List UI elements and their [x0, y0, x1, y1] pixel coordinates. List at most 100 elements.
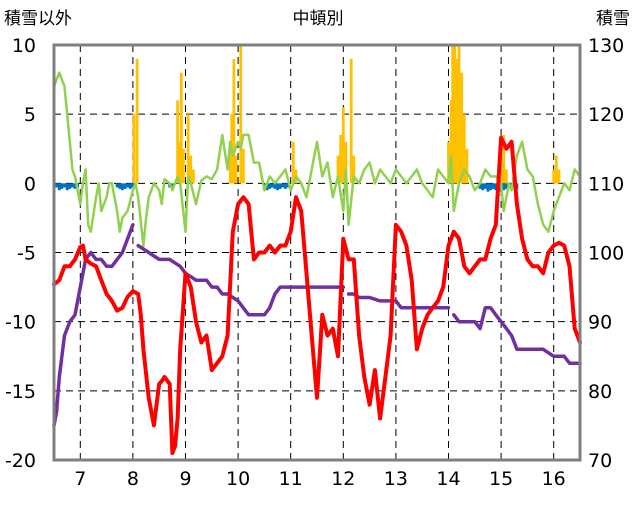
wind-line	[52, 71, 582, 247]
precip_positive-bar	[228, 141, 232, 184]
precip_negative-bar	[63, 183, 66, 188]
precip_positive-bar	[291, 141, 295, 184]
chart-title: 中頓別	[293, 9, 344, 29]
y-left-tick-label: 0	[24, 173, 36, 195]
y-left-tick-label: 5	[24, 104, 36, 126]
precip_positive-bar	[454, 58, 458, 184]
precip_negative-bar	[284, 183, 287, 189]
precip_negative-bar	[170, 183, 174, 189]
y-left-tick-label: -5	[17, 243, 36, 265]
precip_positive-bar	[186, 114, 190, 184]
precip_negative-bar	[483, 183, 487, 189]
precip_positive-bar	[352, 155, 356, 184]
precip_positive-bar	[234, 155, 238, 184]
line-layer	[52, 71, 582, 456]
precip_negative-bar	[65, 183, 69, 191]
snow_depth-line-segment	[452, 306, 582, 365]
precip_negative-bar	[486, 183, 490, 192]
precip_positive-bar	[344, 141, 348, 184]
precip_negative-bar	[478, 183, 482, 189]
precip_positive-bar	[460, 72, 464, 184]
precip_positive-bar	[191, 169, 195, 184]
precip_negative-bar	[115, 183, 119, 188]
precip_positive-bar	[341, 107, 345, 184]
precip_positive-bar	[557, 169, 561, 184]
precip_positive-bar	[179, 72, 183, 184]
precip_negative-bar	[504, 183, 508, 189]
x-tick-label: 12	[331, 468, 355, 490]
precip_negative-bar	[273, 183, 277, 189]
y-right-tick-label: 100	[588, 243, 624, 265]
precip_negative-bar	[276, 183, 279, 191]
y-left-tick-label: -10	[5, 312, 36, 334]
precip_positive-bar	[336, 155, 340, 184]
precip_negative-bar	[128, 183, 132, 189]
precip_negative-bar	[55, 183, 59, 188]
precip_negative-bar	[481, 183, 485, 191]
precip_negative-bar	[71, 183, 74, 188]
precip_positive-bar	[462, 114, 466, 184]
precip_negative-bar	[118, 183, 122, 189]
precip_negative-bar	[123, 183, 127, 189]
precip_positive-bar	[457, 45, 461, 184]
precip_negative-bar	[278, 183, 282, 189]
precip_positive-bar	[176, 100, 180, 184]
precip_negative-bar	[68, 183, 72, 189]
x-tick-label: 7	[74, 468, 86, 490]
snow_depth-line-segment	[136, 243, 346, 317]
y-right-tick-label: 80	[588, 381, 612, 403]
precip_positive-bar	[181, 148, 185, 184]
precip_negative-bar	[131, 183, 135, 188]
precip_positive-bar	[349, 58, 353, 184]
precip_positive-bar	[502, 134, 506, 184]
precip_negative-bar	[502, 183, 506, 191]
x-tick-label: 16	[542, 468, 566, 490]
precip_positive-bar	[241, 148, 245, 184]
y-left-tick-label: -20	[5, 450, 36, 472]
precip_positive-bar	[189, 155, 193, 184]
y-right-axis-label: 積雪	[596, 9, 630, 29]
y-right-tick-label: 120	[588, 104, 624, 126]
precip_negative-bar	[126, 183, 130, 188]
y-right-tick-label: 70	[588, 450, 612, 472]
y-left-axis-label: 積雪以外	[4, 9, 72, 29]
precip_positive-bar	[449, 100, 453, 184]
temperature-line	[52, 135, 582, 456]
precip_negative-bar	[281, 183, 285, 188]
precip_positive-bar	[447, 141, 450, 184]
precip_negative-bar	[491, 183, 495, 189]
precip_negative-bar	[73, 183, 77, 189]
precip_negative-bar	[268, 183, 272, 189]
precip_negative-bar	[489, 183, 492, 191]
y-left-tick-label: 10	[12, 35, 36, 57]
precip_positive-bar	[239, 45, 243, 184]
x-tick-label: 8	[127, 468, 139, 490]
precip_positive-bar	[552, 169, 556, 184]
x-tick-label: 14	[436, 468, 460, 490]
y-right-tick-label: 90	[588, 312, 612, 334]
x-tick-label: 9	[179, 468, 191, 490]
precip_positive-bar	[554, 155, 558, 184]
x-tick-label: 13	[384, 468, 408, 490]
precip_negative-bar	[494, 183, 498, 191]
x-tick-label: 10	[226, 468, 250, 490]
x-tick-label: 11	[279, 468, 303, 490]
precip_positive-bar	[132, 114, 136, 184]
precip_negative-bar	[60, 183, 64, 189]
snow_depth-line-segment	[52, 223, 135, 428]
precip_positive-bar	[453, 45, 457, 184]
plot-frame	[52, 43, 582, 462]
x-tick-label: 15	[489, 468, 513, 490]
snow_depth-line-segment	[346, 292, 451, 310]
precip_positive-bar	[504, 169, 508, 184]
y-right-tick-label: 130	[588, 35, 624, 57]
precip_negative-bar	[270, 183, 274, 188]
precip_positive-bar	[177, 141, 181, 184]
y-left-tick-label: -15	[5, 381, 36, 403]
precip_negative-bar	[120, 183, 124, 191]
precip_positive-bar	[135, 58, 139, 184]
y-right-tick-label: 110	[588, 173, 624, 195]
precip_negative-bar	[57, 183, 61, 191]
